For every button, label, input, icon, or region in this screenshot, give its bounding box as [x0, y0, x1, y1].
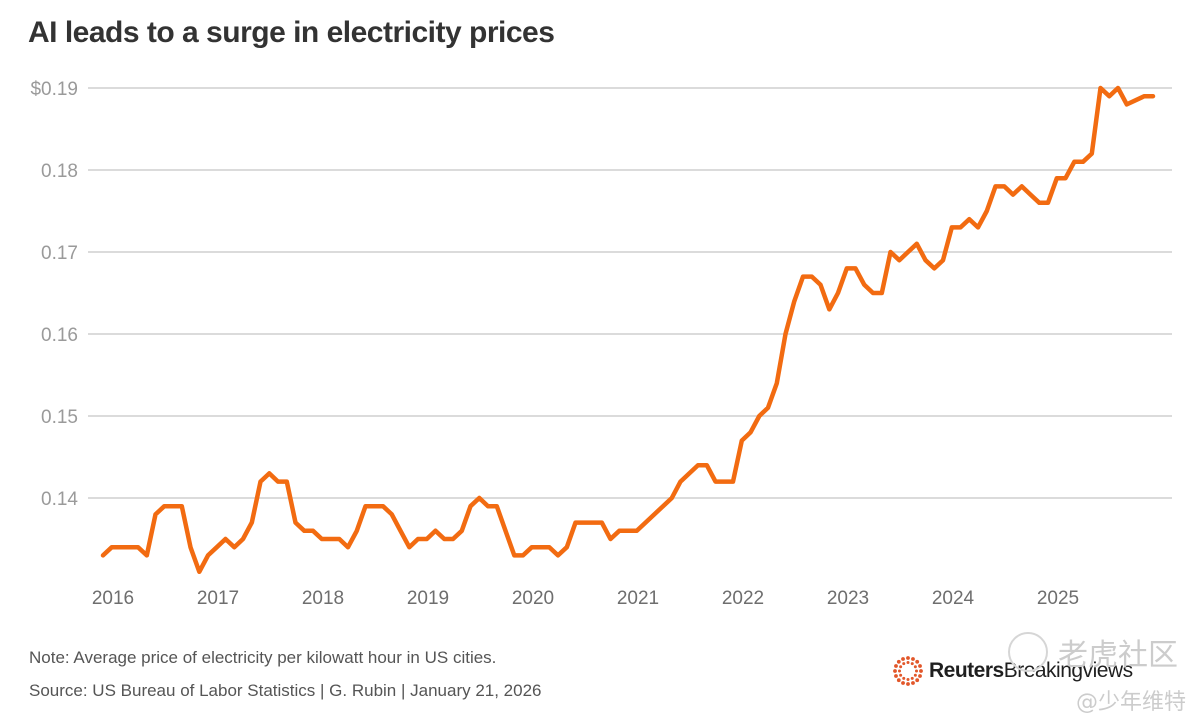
x-tick-label: 2019 — [407, 588, 449, 609]
logo-dot — [913, 673, 917, 677]
logo-dot — [910, 662, 914, 666]
x-tick-label: 2025 — [1037, 588, 1079, 609]
logo-dot — [894, 664, 898, 668]
logo-dot — [911, 681, 915, 685]
logo-dot — [896, 659, 901, 664]
logo-dot — [918, 674, 922, 678]
x-tick-label: 2018 — [302, 588, 344, 609]
logo-dot — [906, 678, 910, 681]
watermark-top: 老虎社区 — [1058, 638, 1178, 673]
logo-dot — [894, 674, 898, 678]
x-tick-label: 2016 — [92, 588, 134, 609]
logo-dot — [906, 661, 910, 664]
logo-dot — [906, 682, 910, 686]
logo-dot — [893, 669, 897, 673]
logo-dot — [899, 673, 903, 677]
logo-dot — [919, 669, 923, 673]
x-tick-label: 2017 — [197, 588, 239, 609]
logo-dot — [913, 665, 917, 669]
y-tick-label: 0.16 — [41, 325, 78, 346]
logo-dot — [918, 664, 922, 668]
chart-note: Note: Average price of electricity per k… — [29, 648, 497, 667]
y-tick-label: 0.14 — [41, 489, 78, 510]
logo-dot — [901, 657, 905, 661]
logo-dot — [899, 665, 903, 669]
x-tick-label: 2023 — [827, 588, 869, 609]
y-tick-label: 0.18 — [41, 161, 78, 182]
watermark-bottom: @少年维特 — [1076, 690, 1187, 715]
logo-dot — [915, 659, 920, 664]
x-tick-label: 2024 — [932, 588, 975, 609]
x-tick-label: 2021 — [617, 588, 659, 609]
x-tick-label: 2022 — [722, 588, 764, 609]
watermark-logo-icon — [1008, 632, 1048, 672]
logo-dot — [898, 669, 901, 673]
logo-dot — [910, 676, 914, 680]
reuters-logo-icon — [893, 656, 923, 686]
logo-dot — [911, 657, 915, 661]
brand-bold: Reuters — [929, 659, 1004, 682]
logo-dot — [915, 678, 920, 683]
logo-dot — [915, 669, 918, 673]
logo-dot — [906, 656, 910, 660]
y-axis-ticks: $0.19 0.18 0.17 0.16 0.15 0.14 — [30, 79, 78, 510]
gridlines — [88, 87, 1172, 499]
series-layer — [100, 85, 1156, 575]
chart-source: Source: US Bureau of Labor Statistics | … — [29, 681, 542, 700]
logo-dot — [896, 678, 901, 683]
x-tick-label: 2020 — [512, 588, 554, 609]
logo-dot — [902, 676, 906, 680]
x-axis-ticks: 2016 2017 2018 2019 2020 2021 2022 2023 2024 2025 — [92, 588, 1079, 609]
logo-dot — [901, 681, 905, 685]
y-tick-label: $0.19 — [30, 79, 78, 100]
chart-title: AI leads to a surge in electricity price… — [28, 16, 555, 49]
logo-dot — [902, 662, 906, 666]
reuters-breakingviews-logo: Reuters Breakingviews — [893, 656, 1133, 686]
y-tick-label: 0.17 — [41, 243, 78, 264]
y-tick-label: 0.15 — [41, 407, 78, 428]
series-line-electricity-price — [100, 85, 1156, 575]
